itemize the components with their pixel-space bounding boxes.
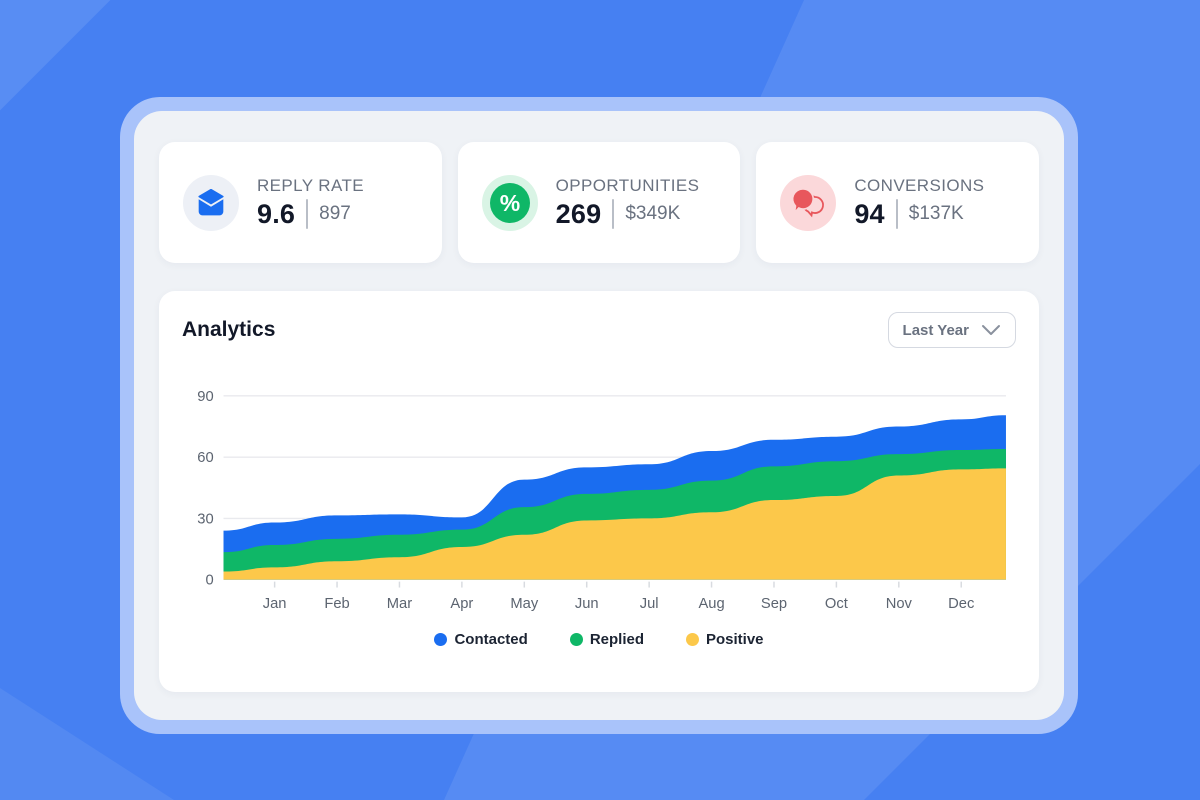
chart-legend: Contacted Replied Positive [182, 631, 1016, 648]
mail-icon [183, 174, 239, 231]
svg-text:Dec: Dec [948, 596, 974, 612]
svg-text:0: 0 [205, 573, 213, 589]
stat-card-reply-rate: REPLY RATE 9.6 897 [159, 142, 442, 263]
legend-item-positive[interactable]: Positive [686, 631, 764, 648]
percent-icon: % [481, 174, 538, 231]
svg-text:Sep: Sep [761, 596, 787, 612]
stat-label: OPPORTUNITIES [555, 175, 700, 195]
legend-dot-positive [686, 633, 699, 646]
stat-value: 269 [555, 198, 602, 229]
legend-item-contacted[interactable]: Contacted [434, 631, 528, 648]
stat-card-opportunities: % OPPORTUNITIES 269 $349K [457, 142, 741, 263]
svg-text:Jul: Jul [640, 596, 659, 612]
analytics-card: Analytics Last Year 0 30 60 90 Jan Feb Mar Apr M… [159, 291, 1039, 692]
stat-secondary-value: 897 [319, 203, 351, 224]
chat-bubbles-icon [780, 174, 837, 231]
svg-text:%: % [499, 190, 519, 216]
legend-item-replied[interactable]: Replied [569, 631, 644, 648]
dashboard-panel-ring: REPLY RATE 9.6 897 % OPPORTUNITIE [120, 97, 1078, 734]
svg-text:Mar: Mar [387, 596, 412, 612]
divider [612, 199, 615, 229]
svg-text:Apr: Apr [450, 596, 473, 612]
stat-label: CONVERSIONS [854, 175, 985, 195]
svg-text:60: 60 [197, 450, 213, 466]
svg-text:Jun: Jun [575, 596, 599, 612]
stat-label: REPLY RATE [257, 175, 364, 195]
analytics-chart: 0 30 60 90 Jan Feb Mar Apr May Jun Jul Aug Sep Oct Nov… [182, 388, 1016, 619]
svg-text:Feb: Feb [324, 596, 349, 612]
svg-text:90: 90 [197, 389, 213, 405]
chevron-down-icon [982, 325, 1000, 335]
svg-text:Jan: Jan [263, 596, 287, 612]
stat-value: 94 [854, 198, 885, 229]
analytics-title: Analytics [182, 318, 276, 341]
period-dropdown-value: Last Year [902, 321, 969, 339]
period-dropdown[interactable]: Last Year [887, 312, 1016, 348]
stat-value: 9.6 [257, 198, 296, 229]
stats-row: REPLY RATE 9.6 897 % OPPORTUNITIE [159, 142, 1040, 263]
stat-secondary-value: $137K [908, 203, 964, 224]
divider [306, 199, 309, 229]
stat-card-conversions: CONVERSIONS 94 $137K [756, 142, 1040, 263]
svg-text:30: 30 [197, 511, 213, 527]
divider [895, 199, 898, 229]
svg-text:Oct: Oct [825, 596, 848, 612]
legend-dot-replied [569, 633, 583, 646]
analytics-header: Analytics Last Year [182, 312, 1016, 348]
svg-text:May: May [510, 596, 538, 612]
legend-dot-contacted [434, 633, 448, 646]
stacked-area-chart: 0 30 60 90 Jan Feb Mar Apr May Jun Jul Aug Sep Oct Nov… [197, 389, 1006, 612]
svg-text:Nov: Nov [886, 596, 913, 612]
stat-secondary-value: $349K [625, 203, 681, 224]
dashboard-panel: REPLY RATE 9.6 897 % OPPORTUNITIE [134, 111, 1064, 720]
svg-text:Aug: Aug [698, 596, 724, 612]
